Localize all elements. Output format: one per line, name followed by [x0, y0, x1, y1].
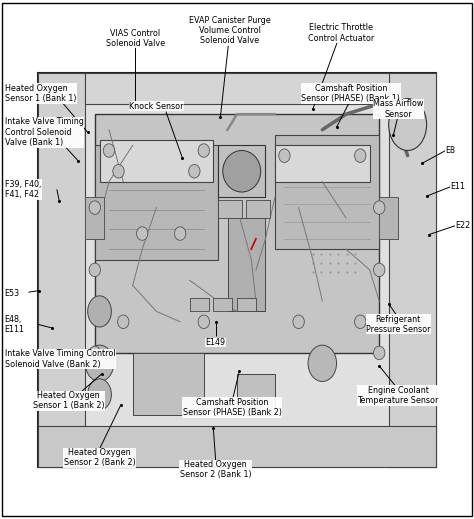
- Bar: [95, 145, 218, 260]
- Ellipse shape: [88, 296, 111, 327]
- Text: Heated Oxygen
Sensor 2 (Bank 1): Heated Oxygen Sensor 2 (Bank 1): [180, 460, 252, 480]
- Ellipse shape: [88, 379, 111, 410]
- Ellipse shape: [89, 201, 100, 214]
- Text: Heated Oxygen
Sensor 1 (Bank 2): Heated Oxygen Sensor 1 (Bank 2): [33, 391, 105, 411]
- Text: Camshaft Position
Sensor (PHASE) (Bank 1): Camshaft Position Sensor (PHASE) (Bank 1…: [301, 84, 400, 103]
- Text: Intake Valve Timing Control
Solenoid Valve (Bank 2): Intake Valve Timing Control Solenoid Val…: [5, 349, 115, 369]
- Ellipse shape: [189, 165, 200, 178]
- Bar: [38, 73, 85, 467]
- Bar: [190, 298, 209, 311]
- Bar: [246, 200, 270, 218]
- Bar: [133, 353, 204, 415]
- Bar: [85, 73, 389, 104]
- Ellipse shape: [223, 151, 261, 192]
- Text: Intake Valve Timing
Control Solenoid
Valve (Bank 1): Intake Valve Timing Control Solenoid Val…: [5, 117, 83, 147]
- Text: Heated Oxygen
Sensor 1 (Bank 1): Heated Oxygen Sensor 1 (Bank 1): [5, 84, 76, 103]
- Bar: [218, 145, 265, 197]
- Text: E8: E8: [446, 146, 456, 155]
- Ellipse shape: [89, 263, 100, 277]
- Ellipse shape: [85, 345, 114, 381]
- Text: Heated Oxygen
Sensor 2 (Bank 2): Heated Oxygen Sensor 2 (Bank 2): [64, 448, 136, 468]
- Bar: [389, 73, 436, 467]
- Text: E48,
E111: E48, E111: [5, 315, 25, 334]
- Bar: [213, 298, 232, 311]
- Ellipse shape: [113, 165, 124, 178]
- Ellipse shape: [293, 315, 304, 329]
- Ellipse shape: [374, 201, 385, 214]
- Bar: [379, 197, 398, 239]
- Text: VIAS Control
Solenoid Valve: VIAS Control Solenoid Valve: [106, 29, 164, 48]
- Bar: [237, 298, 256, 311]
- Text: Camshaft Position
Sensor (PHASE) (Bank 2): Camshaft Position Sensor (PHASE) (Bank 2…: [183, 398, 282, 417]
- Bar: [100, 140, 213, 182]
- Ellipse shape: [355, 315, 366, 329]
- Bar: [95, 114, 379, 353]
- Ellipse shape: [389, 99, 427, 151]
- Ellipse shape: [89, 346, 100, 360]
- Ellipse shape: [118, 315, 129, 329]
- Text: Knock Sensor: Knock Sensor: [129, 102, 183, 111]
- Text: Engine Coolant
Temperature Sensor: Engine Coolant Temperature Sensor: [357, 386, 439, 405]
- Ellipse shape: [137, 227, 148, 240]
- Text: E149: E149: [206, 338, 226, 347]
- Bar: [85, 197, 104, 239]
- Ellipse shape: [198, 144, 210, 157]
- Bar: [237, 374, 275, 415]
- Text: EVAP Canister Purge
Volume Control
Solenoid Valve: EVAP Canister Purge Volume Control Solen…: [189, 16, 271, 45]
- Text: Electric Throttle
Control Actuator: Electric Throttle Control Actuator: [308, 23, 374, 43]
- Ellipse shape: [355, 149, 366, 162]
- Ellipse shape: [103, 144, 115, 157]
- Text: E11: E11: [450, 182, 465, 192]
- Bar: [38, 73, 436, 467]
- Bar: [38, 426, 436, 467]
- Text: Mass Airflow
Sensor: Mass Airflow Sensor: [373, 99, 423, 119]
- Bar: [218, 200, 242, 218]
- Text: Refrigerant
Pressure Sensor: Refrigerant Pressure Sensor: [366, 315, 430, 334]
- Bar: [275, 145, 370, 182]
- Ellipse shape: [279, 149, 290, 162]
- Bar: [228, 218, 265, 311]
- Ellipse shape: [374, 346, 385, 360]
- Text: F39, F40,
F41, F42: F39, F40, F41, F42: [5, 180, 41, 199]
- Text: E22: E22: [455, 221, 470, 230]
- Text: E53: E53: [5, 289, 20, 298]
- Bar: [275, 135, 379, 249]
- Ellipse shape: [198, 315, 210, 329]
- Ellipse shape: [174, 227, 186, 240]
- Ellipse shape: [374, 263, 385, 277]
- Ellipse shape: [308, 345, 337, 381]
